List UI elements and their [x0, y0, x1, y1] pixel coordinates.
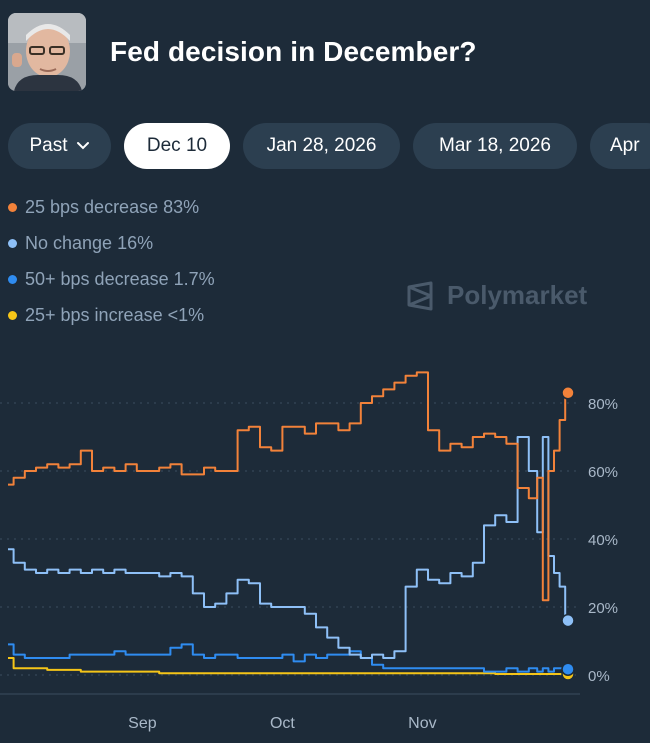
series-line	[8, 657, 568, 675]
page-title: Fed decision in December?	[110, 36, 477, 67]
tab-dec-10[interactable]: Dec 10	[124, 123, 230, 169]
legend-dot	[8, 274, 17, 284]
legend-dot	[8, 202, 17, 212]
x-tick-label: Oct	[270, 715, 295, 732]
legend-label: 50+ bps decrease 1.7%	[25, 268, 215, 289]
polymarket-logo-icon	[407, 281, 433, 310]
y-tick-label: 20%	[588, 600, 618, 617]
legend-label: No change 16%	[25, 232, 154, 253]
polymarket-watermark: Polymarket	[405, 280, 587, 311]
tab-past-label: Past	[29, 135, 68, 156]
tab-past[interactable]: Past	[8, 123, 111, 169]
y-tick-label: 60%	[588, 464, 618, 481]
tab-mar-18-2026[interactable]: Mar 18, 2026	[413, 123, 577, 169]
market-avatar	[8, 13, 86, 91]
x-tick-label: Sep	[128, 715, 157, 732]
legend-item-no-change: No change 16%	[8, 225, 215, 261]
chevron-down-icon	[76, 135, 90, 157]
tab-apr-label: Apr	[610, 135, 640, 156]
tab-jan-28-2026[interactable]: Jan 28, 2026	[243, 123, 400, 169]
header: Fed decision in December?	[8, 13, 477, 91]
series-line	[8, 643, 568, 673]
portrait-image	[8, 13, 86, 91]
legend-dot	[8, 238, 17, 248]
series-endpoint	[561, 662, 575, 676]
series-line	[8, 371, 568, 602]
legend-item-25bps-decrease: 25 bps decrease 83%	[8, 189, 215, 225]
series-endpoint	[561, 386, 575, 400]
tab-jan-28-2026-label: Jan 28, 2026	[266, 135, 377, 156]
legend-item-25bps-increase: 25+ bps increase <1%	[8, 297, 215, 333]
tab-mar-18-2026-label: Mar 18, 2026	[439, 135, 551, 156]
y-tick-label: 40%	[588, 532, 618, 549]
date-tabs: Past Dec 10 Jan 28, 2026 Mar 18, 2026 Ap…	[8, 123, 650, 169]
series-endpoint	[561, 613, 575, 628]
watermark-text: Polymarket	[447, 280, 588, 310]
legend-label: 25 bps decrease 83%	[25, 196, 200, 217]
legend-label: 25+ bps increase <1%	[25, 304, 205, 325]
legend-item-50bps-decrease: 50+ bps decrease 1.7%	[8, 261, 215, 297]
y-tick-label: 80%	[588, 396, 618, 413]
y-tick-label: 0%	[588, 668, 610, 685]
x-tick-label: Nov	[408, 715, 436, 732]
tab-apr[interactable]: Apr	[590, 123, 650, 169]
legend-dot	[8, 310, 17, 320]
series-line	[8, 436, 568, 659]
chart-legend: 25 bps decrease 83% No change 16% 50+ bp…	[8, 189, 215, 333]
tab-dec-10-label: Dec 10	[146, 135, 208, 156]
